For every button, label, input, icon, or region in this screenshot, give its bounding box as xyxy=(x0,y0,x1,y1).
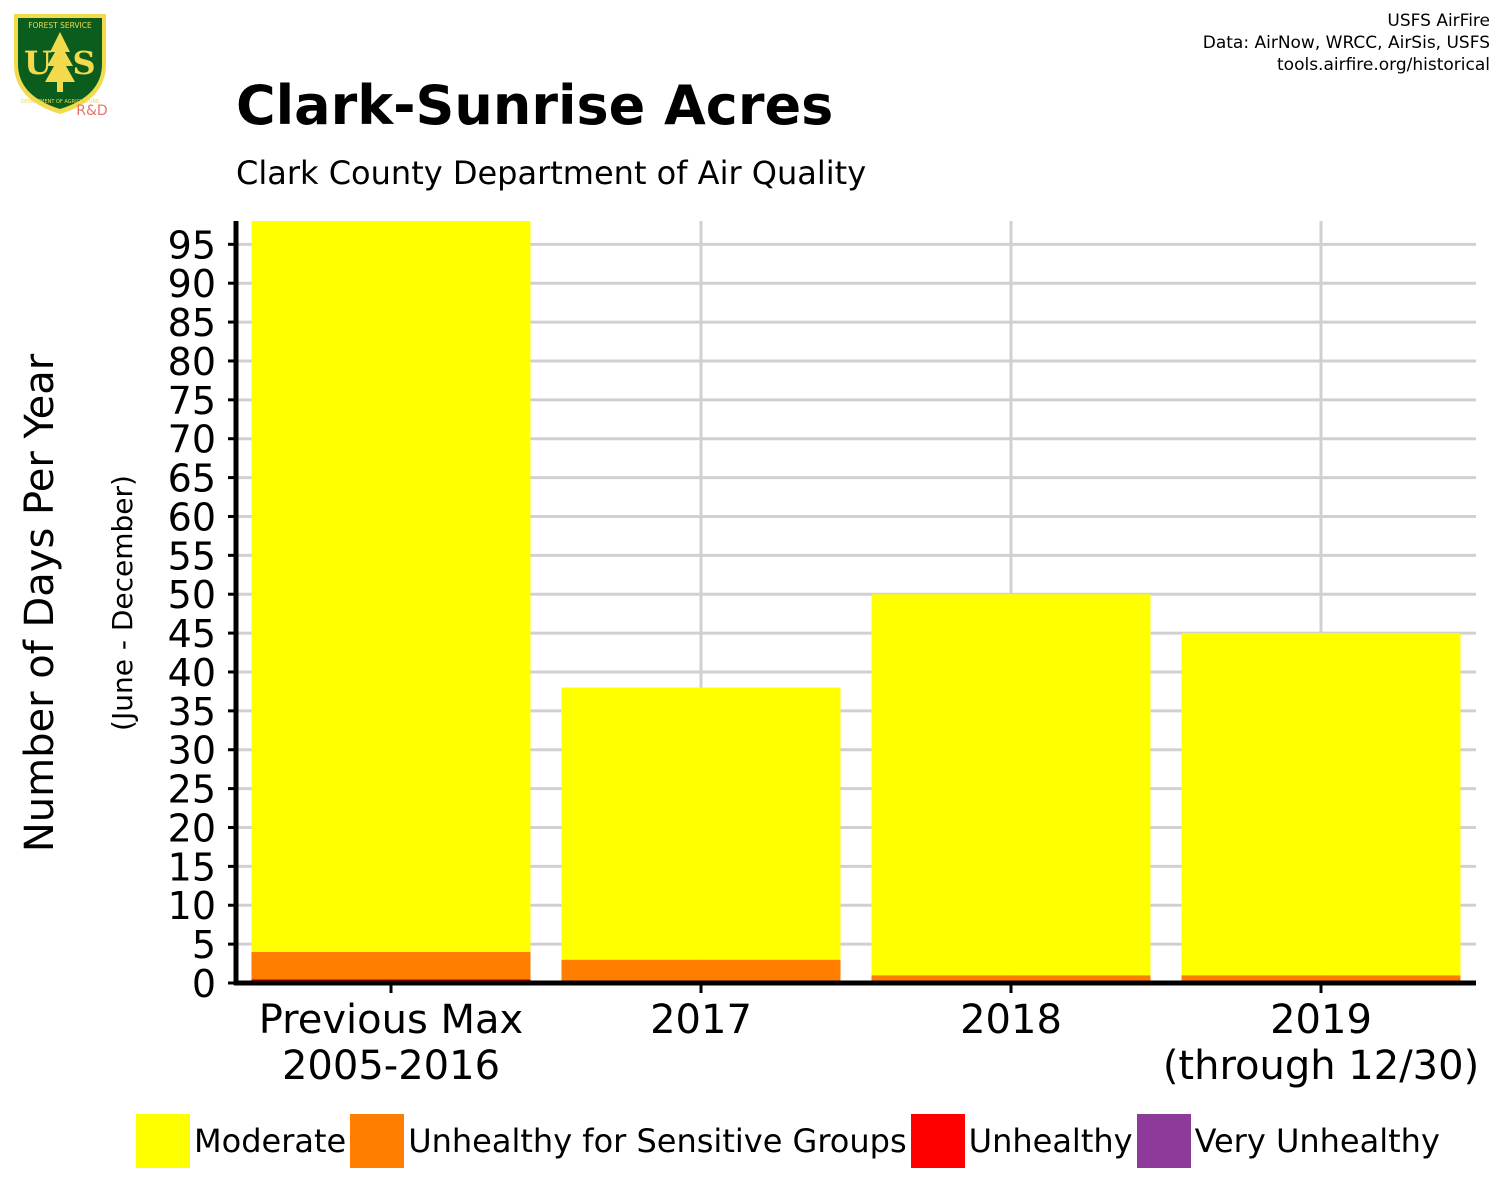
y-tick-label: 10 xyxy=(168,884,216,928)
bar-segment xyxy=(1181,633,1461,976)
legend-swatch xyxy=(910,1114,965,1168)
credit-line: Data: AirNow, WRCC, AirSis, USFS xyxy=(1202,33,1490,53)
legend-label: Very Unhealthy xyxy=(1194,1122,1440,1160)
x-tick-label: 2019 xyxy=(1270,997,1372,1043)
forest-service-logo: U S FOREST SERVICE DEPARTMENT OF AGRICUL… xyxy=(14,14,108,119)
x-tick-label: 2017 xyxy=(650,997,752,1043)
y-tick-label: 80 xyxy=(168,340,216,384)
y-tick-label: 70 xyxy=(168,418,216,462)
logo-letter-u: U xyxy=(24,44,52,82)
bar-segment xyxy=(1181,975,1461,983)
chart-title: Clark-Sunrise Acres xyxy=(236,74,834,137)
legend-item: Very Unhealthy xyxy=(1136,1114,1440,1168)
y-tick-label: 85 xyxy=(168,301,216,345)
legend-item: Unhealthy for Sensitive Groups xyxy=(350,1114,907,1168)
bar-segment xyxy=(561,959,841,983)
credit-line: USFS AirFire xyxy=(1387,11,1490,31)
x-tick-label: Previous Max xyxy=(259,997,523,1043)
y-axis-label: Number of Days Per Year xyxy=(17,353,63,852)
bar-segment xyxy=(871,594,1151,976)
y-tick-label: 95 xyxy=(168,223,216,267)
y-tick-label: 55 xyxy=(168,534,216,578)
logo-letter-s: S xyxy=(72,44,95,82)
legend-item: Moderate xyxy=(136,1114,346,1168)
x-tick-label: 2005-2016 xyxy=(282,1043,500,1089)
x-tick-label: 2018 xyxy=(960,997,1062,1043)
legend-label: Moderate xyxy=(194,1122,347,1160)
chart-subtitle: Clark County Department of Air Quality xyxy=(236,154,867,192)
bar-segment xyxy=(871,975,1151,983)
legend: Moderate Unhealthy for Sensitive Groups Un… xyxy=(136,1114,1444,1168)
y-tick-label: 25 xyxy=(168,768,216,812)
y-tick-label: 5 xyxy=(192,923,216,967)
y-tick-label: 15 xyxy=(168,845,216,889)
legend-swatch xyxy=(350,1114,405,1168)
y-tick-label: 50 xyxy=(168,573,216,617)
bars xyxy=(251,221,1461,983)
bar-segment xyxy=(561,687,841,960)
y-tick-label: 0 xyxy=(192,962,216,1006)
legend-swatch xyxy=(136,1114,190,1168)
y-tick-label: 90 xyxy=(168,262,216,306)
axes xyxy=(228,221,1476,993)
y-tick-label: 75 xyxy=(168,379,216,423)
logo-top-text: FOREST SERVICE xyxy=(28,21,92,30)
logo-rd-label: R&D xyxy=(76,103,107,119)
y-tick-label: 60 xyxy=(168,495,216,539)
y-tick-label: 40 xyxy=(168,651,216,695)
bar-segment xyxy=(251,951,531,980)
legend-label: Unhealthy for Sensitive Groups xyxy=(408,1122,907,1160)
y-tick-label: 20 xyxy=(168,806,216,850)
legend-label: Unhealthy xyxy=(968,1122,1133,1160)
y-tick-label: 45 xyxy=(168,612,216,656)
tree-icon xyxy=(45,32,75,92)
legend-item: Unhealthy xyxy=(910,1114,1133,1168)
y-tick-label: 35 xyxy=(168,690,216,734)
credits: USFS AirFire Data: AirNow, WRCC, AirSis,… xyxy=(1203,10,1490,76)
y-tick-label: 65 xyxy=(168,457,216,501)
x-tick-label: (through 12/30) xyxy=(1163,1043,1479,1089)
y-axis-sublabel: (June - December) xyxy=(106,475,139,731)
logo-bottom-text: DEPARTMENT OF AGRICULTURE xyxy=(21,99,99,105)
credit-line: tools.airfire.org/historical xyxy=(1277,55,1490,75)
bar-segment xyxy=(251,221,531,952)
y-tick-label: 30 xyxy=(168,729,216,773)
legend-swatch xyxy=(1136,1114,1191,1168)
